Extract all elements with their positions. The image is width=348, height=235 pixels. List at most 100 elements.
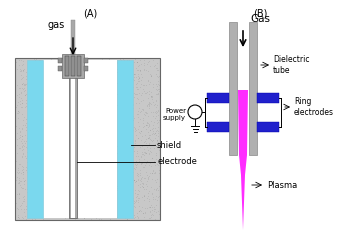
Point [33, 62, 39, 66]
Point [38, 191, 44, 195]
Point [52, 193, 57, 197]
Point [21, 69, 26, 72]
Point [141, 83, 147, 87]
Point [127, 192, 133, 196]
Point [59, 205, 65, 208]
Point [27, 161, 32, 165]
Point [71, 87, 77, 91]
Point [47, 159, 53, 163]
Point [116, 80, 121, 84]
Point [22, 178, 27, 182]
Point [63, 75, 68, 79]
Point [153, 114, 159, 118]
Point [80, 146, 86, 150]
Point [72, 115, 78, 119]
Point [127, 137, 133, 141]
Point [38, 185, 44, 189]
Point [28, 70, 33, 73]
Point [154, 93, 160, 96]
Point [32, 128, 38, 131]
Text: Plasma: Plasma [267, 180, 297, 189]
Point [145, 192, 151, 195]
Point [101, 189, 106, 193]
Point [53, 83, 59, 87]
Point [151, 171, 157, 175]
Point [20, 118, 25, 121]
Point [89, 106, 95, 110]
Point [27, 204, 32, 208]
Point [86, 95, 92, 98]
Point [17, 130, 23, 134]
Point [39, 214, 45, 218]
Point [98, 150, 104, 154]
Point [87, 164, 93, 168]
Point [133, 180, 139, 183]
Point [135, 68, 141, 72]
Point [27, 68, 32, 72]
Point [38, 137, 44, 140]
Point [76, 216, 81, 220]
Point [80, 86, 86, 90]
Point [135, 171, 140, 174]
Point [60, 110, 66, 114]
Point [147, 133, 152, 137]
Point [120, 185, 125, 189]
Point [55, 168, 61, 172]
Point [80, 178, 85, 182]
Point [114, 184, 120, 188]
Point [67, 96, 72, 100]
Point [76, 207, 82, 211]
Point [122, 201, 128, 205]
Point [132, 141, 138, 145]
Point [86, 148, 92, 152]
Point [105, 174, 110, 178]
Point [95, 99, 100, 103]
Point [141, 148, 147, 151]
Point [19, 156, 25, 159]
Point [109, 172, 115, 176]
Point [155, 131, 161, 135]
Point [37, 213, 42, 217]
Point [118, 161, 124, 164]
Point [92, 121, 98, 124]
Point [56, 118, 62, 122]
Point [16, 162, 22, 165]
Point [108, 148, 113, 151]
Point [21, 59, 26, 63]
Point [52, 207, 57, 211]
Point [109, 114, 115, 118]
Point [61, 192, 66, 196]
Point [78, 191, 84, 195]
Point [85, 156, 90, 159]
Point [124, 133, 129, 137]
Point [75, 97, 81, 101]
Bar [249, 22, 257, 155]
Point [47, 198, 53, 202]
Point [97, 188, 102, 192]
Point [117, 87, 123, 91]
Point [71, 57, 76, 61]
Point [132, 178, 137, 182]
Point [98, 108, 104, 112]
Point [89, 206, 95, 210]
Point [72, 75, 78, 79]
Point [119, 208, 124, 212]
Point [44, 147, 49, 151]
Bar [257, 122, 279, 132]
Point [19, 101, 25, 105]
Point [97, 180, 103, 184]
Point [145, 96, 150, 100]
Point [46, 215, 51, 219]
Point [21, 170, 26, 173]
Point [113, 144, 119, 148]
Point [51, 86, 57, 90]
Point [22, 187, 28, 191]
Point [112, 131, 118, 135]
Point [124, 158, 129, 162]
Point [88, 71, 93, 74]
Point [106, 184, 111, 188]
Point [136, 136, 141, 140]
Point [138, 93, 143, 96]
Point [120, 196, 126, 200]
Point [149, 127, 155, 131]
